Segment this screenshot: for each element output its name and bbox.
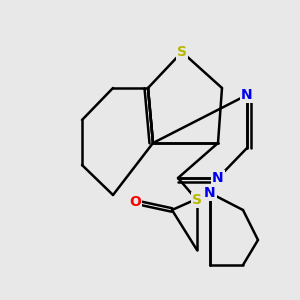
Text: S: S xyxy=(177,45,187,59)
Text: S: S xyxy=(192,193,202,207)
Text: N: N xyxy=(212,171,224,185)
Text: N: N xyxy=(204,186,216,200)
Text: N: N xyxy=(241,88,253,102)
Text: O: O xyxy=(129,195,141,209)
